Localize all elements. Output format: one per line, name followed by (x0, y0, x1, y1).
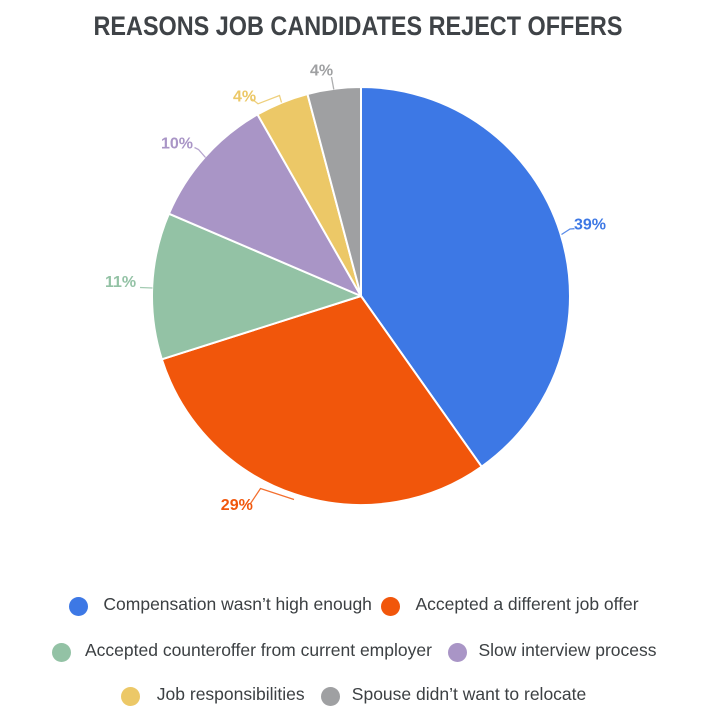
svg-text:11%: 11% (105, 274, 136, 291)
svg-text:39%: 39% (574, 216, 606, 233)
svg-text:10%: 10% (161, 136, 193, 153)
svg-text:4%: 4% (310, 63, 333, 80)
svg-text:29%: 29% (221, 497, 253, 514)
svg-text:4%: 4% (233, 89, 256, 106)
